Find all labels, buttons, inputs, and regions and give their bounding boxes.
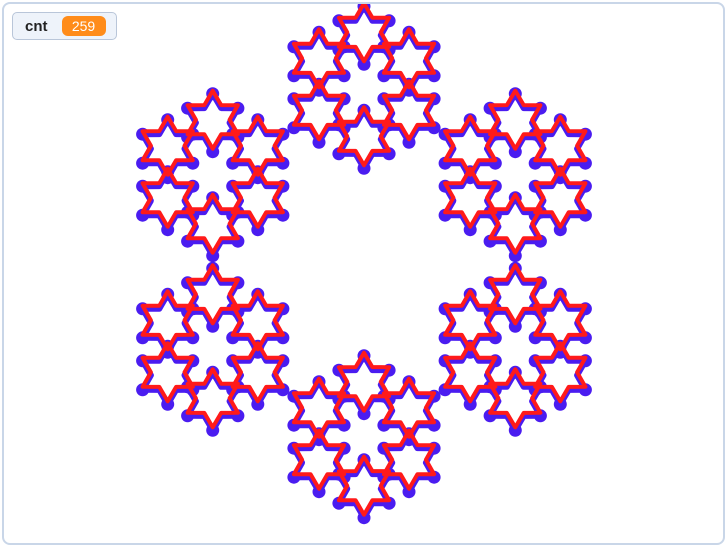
- star-outline: [381, 79, 437, 142]
- star-outline: [140, 114, 195, 177]
- star-outline: [185, 192, 240, 255]
- star-outline: [488, 192, 543, 255]
- star-outline: [230, 289, 285, 352]
- star-tip-blob: [206, 423, 220, 437]
- star-outline: [488, 88, 543, 151]
- star-tip-blob: [357, 511, 371, 525]
- star-outline: [533, 166, 588, 229]
- star-tip-blob: [508, 145, 522, 159]
- star-outline: [291, 27, 347, 90]
- star-outline: [230, 166, 285, 229]
- drawing-shadow-layer: [136, 4, 592, 525]
- star-tip-blob: [357, 407, 371, 421]
- star-tip-blob: [251, 397, 265, 411]
- star-outline: [291, 428, 347, 491]
- star-outline: [533, 341, 588, 404]
- star-outline: [381, 376, 437, 439]
- star-tip-blob: [463, 397, 477, 411]
- star-outline: [230, 114, 285, 177]
- star-tip-blob: [508, 319, 522, 333]
- star-outline: [140, 166, 195, 229]
- star-outline: [533, 114, 588, 177]
- star-outline: [185, 367, 240, 430]
- star-tip-blob: [206, 249, 220, 263]
- star-outline: [230, 341, 285, 404]
- star-tip-blob: [402, 135, 416, 149]
- variable-value: 259: [61, 16, 106, 36]
- star-tip-blob: [508, 249, 522, 263]
- star-outline: [443, 166, 498, 229]
- star-outline: [336, 454, 392, 517]
- star-tip-blob: [206, 145, 220, 159]
- star-outline: [443, 289, 498, 352]
- drawing-main-layer: [140, 4, 588, 517]
- star-outline: [336, 350, 392, 413]
- variable-label: cnt: [25, 17, 48, 35]
- star-tip-blob: [161, 397, 175, 411]
- star-outline: [140, 341, 195, 404]
- star-outline: [443, 114, 498, 177]
- star-outline: [336, 105, 392, 168]
- star-tip-blob: [312, 485, 326, 499]
- star-tip-blob: [402, 485, 416, 499]
- star-outline: [140, 289, 195, 352]
- star-outline: [381, 27, 437, 90]
- star-tip-blob: [463, 223, 477, 237]
- star-tip-blob: [553, 397, 567, 411]
- star-outline: [488, 263, 543, 326]
- star-tip-blob: [251, 223, 265, 237]
- star-outline: [291, 79, 347, 142]
- star-tip-blob: [357, 57, 371, 71]
- pen-drawing: [136, 4, 592, 525]
- star-tip-blob: [553, 223, 567, 237]
- star-outline: [336, 4, 392, 64]
- star-outline: [381, 428, 437, 491]
- star-outline: [488, 367, 543, 430]
- star-tip-blob: [312, 135, 326, 149]
- star-tip-blob: [357, 161, 371, 175]
- star-outline: [185, 263, 240, 326]
- star-outline: [533, 289, 588, 352]
- star-tip-blob: [161, 223, 175, 237]
- star-outline: [291, 376, 347, 439]
- star-tip-blob: [206, 319, 220, 333]
- star-outline: [185, 88, 240, 151]
- variable-monitor[interactable]: cnt 259: [12, 12, 117, 40]
- star-tip-blob: [508, 423, 522, 437]
- star-outline: [443, 341, 498, 404]
